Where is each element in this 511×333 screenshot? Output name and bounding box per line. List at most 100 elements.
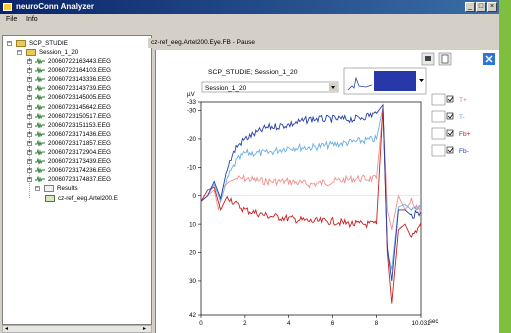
chevron-down-icon	[419, 79, 424, 82]
x-tick-label: 2	[243, 320, 247, 327]
eeg-plot: SCP_STUDIE; Session_1_20 Session_1_20 µV se…	[187, 52, 495, 327]
eeg-wave-icon	[35, 139, 45, 147]
close-x-icon	[485, 55, 493, 63]
x-unit-label: sec	[429, 319, 438, 325]
tree-file-label: 20060723143739.EEG	[48, 85, 111, 93]
result-chart-icon	[45, 195, 55, 203]
legend-color-button[interactable]	[431, 93, 446, 106]
tree-file-item[interactable]: +20060723171857.EEG	[25, 139, 150, 148]
x-tick-label: 10.031	[412, 320, 431, 327]
eeg-wave-icon	[35, 121, 45, 128]
tree-file-label: 20060723174837.EEG	[48, 176, 111, 184]
chart-thumbnail-icon	[347, 76, 373, 91]
tree-file-item[interactable]: +20060723145642.EEG	[25, 103, 150, 112]
eeg-wave-icon	[35, 112, 45, 119]
expand-toggle-icon[interactable]: −	[17, 49, 22, 55]
y-tick-label: -33	[187, 99, 197, 106]
tree-session-label: Session_1_20	[39, 49, 79, 56]
expand-toggle-icon[interactable]: +	[27, 121, 32, 128]
tree-file-item[interactable]: +20060723174837.EEG	[25, 175, 150, 184]
y-tick-label: -20	[187, 136, 197, 143]
legend-label: Fb-	[459, 148, 469, 155]
checkmark-icon	[447, 147, 454, 153]
eeg-wave-icon	[35, 176, 45, 183]
close-button[interactable]: ×	[487, 2, 497, 12]
tree-file-item[interactable]: +20060723143336.EEG	[25, 75, 150, 84]
eeg-wave-icon	[35, 130, 45, 137]
x-tick-label: 6	[331, 320, 335, 327]
chevron-down-icon	[331, 86, 335, 89]
title-bar: neuroConn Analyzer _ □ ×	[0, 0, 499, 14]
expand-toggle-icon[interactable]: +	[27, 176, 32, 183]
tree-result-item-label: cz-ref_eeg.Artel200.E	[58, 194, 118, 204]
legend-checkbox[interactable]	[446, 129, 454, 137]
expand-toggle-icon[interactable]: +	[27, 130, 32, 137]
eeg-wave-icon	[35, 103, 45, 110]
legend-color-button[interactable]	[431, 110, 446, 123]
file-tree[interactable]: − SCP_STUDIE − Session_1_20 +20060722163443.…	[2, 35, 152, 325]
expand-toggle-icon[interactable]: −	[7, 40, 12, 46]
expand-toggle-icon[interactable]: +	[27, 67, 32, 74]
expand-toggle-icon[interactable]: +	[27, 167, 32, 174]
eeg-wave-icon	[35, 167, 45, 174]
page-preview-icon	[441, 54, 449, 64]
expand-toggle-icon[interactable]: +	[27, 112, 32, 119]
y-unit-label: µV	[187, 91, 196, 98]
series-line-fbminus	[200, 103, 421, 281]
menu-info[interactable]: Info	[26, 16, 38, 23]
tree-file-label: 20060723151153.EEG	[48, 121, 111, 129]
legend-checkbox[interactable]	[446, 112, 454, 120]
expand-toggle-icon[interactable]: +	[27, 158, 32, 165]
eeg-wave-icon	[35, 149, 45, 156]
tree-results-label: Results	[57, 185, 78, 193]
tree-file-label: 20060723171436.EEG	[48, 130, 111, 138]
legend-checkbox[interactable]	[446, 95, 454, 103]
y-tick-label: 30	[189, 278, 196, 285]
expand-toggle-icon[interactable]: +	[27, 76, 32, 83]
tree-horizontal-scrollbar[interactable]: ◂ ▸	[2, 325, 152, 333]
tree-file-item[interactable]: +20060723151153.EEG	[25, 121, 150, 130]
tree-file-item[interactable]: +20060723172904.EEG	[25, 148, 150, 157]
tree-file-item[interactable]: +20060723171436.EEG	[25, 130, 150, 139]
maximize-button[interactable]: □	[476, 2, 486, 12]
session-select[interactable]	[201, 81, 339, 93]
expand-toggle-icon[interactable]: +	[27, 149, 32, 155]
expand-toggle-icon[interactable]: +	[27, 85, 32, 92]
window-title: neuroConn Analyzer	[16, 2, 94, 11]
tree-file-item[interactable]: +20060723174236.EEG	[25, 166, 150, 175]
expand-toggle-icon[interactable]: +	[27, 94, 32, 101]
tree-file-label: 20060723145642.EEG	[48, 103, 111, 111]
tree-file-item[interactable]: +20060723150517.EEG	[25, 112, 150, 121]
legend-color-button[interactable]	[431, 127, 446, 140]
x-tick-label: 4	[287, 320, 291, 327]
expand-toggle-icon[interactable]: +	[27, 58, 32, 64]
tree-file-item[interactable]: +20060723173439.EEG	[25, 157, 150, 166]
document-tab[interactable]: cz-ref_eeg.Artel200.Eye.FB - Pause	[148, 38, 271, 48]
menu-bar: File Info	[0, 14, 499, 26]
scroll-right-arrow[interactable]: ▸	[143, 326, 147, 332]
y-tick-label: 42	[189, 312, 196, 319]
tree-root-label: SCP_STUDIE	[29, 40, 68, 47]
tree-file-label: 20060723173439.EEG	[48, 158, 111, 166]
plot-title: SCP_STUDIE; Session_1_20	[208, 69, 298, 76]
y-tick-label: -10	[187, 165, 197, 172]
expand-toggle-icon[interactable]: −	[35, 185, 40, 192]
legend-label: T+	[459, 97, 467, 104]
expand-toggle-icon[interactable]: +	[27, 139, 32, 146]
y-tick-label: 20	[189, 250, 196, 257]
menu-file[interactable]: File	[6, 16, 18, 23]
tree-file-item[interactable]: +20060722164103.EEG	[25, 66, 150, 75]
eeg-wave-icon	[35, 58, 45, 65]
y-tick-label: 10	[189, 221, 196, 228]
scroll-left-arrow[interactable]: ◂	[5, 326, 9, 332]
tree-file-item[interactable]: +20060722163443.EEG	[25, 57, 150, 66]
tree-file-label: 20060722163443.EEG	[48, 58, 111, 65]
tree-guide-line	[29, 58, 30, 198]
legend-checkbox[interactable]	[446, 146, 454, 154]
tree-file-item[interactable]: +20060723143739.EEG	[25, 84, 150, 93]
checkmark-icon	[447, 130, 454, 136]
minimize-button[interactable]: _	[465, 2, 475, 12]
tree-file-item[interactable]: +20060723145005.EEG	[25, 93, 150, 102]
expand-toggle-icon[interactable]: +	[27, 103, 32, 110]
legend-color-button[interactable]	[431, 144, 446, 157]
